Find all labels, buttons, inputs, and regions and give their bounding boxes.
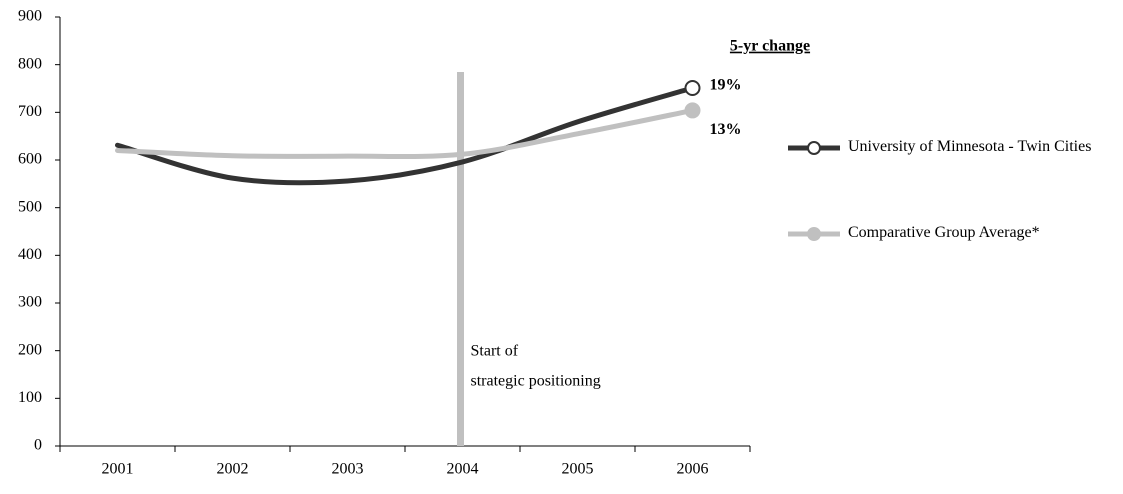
x-tick-label: 2004 [447,461,479,478]
legend-label: Comparative Group Average* [848,224,1040,241]
x-tick-label: 2005 [562,461,594,478]
y-tick-label: 900 [18,8,42,25]
change-title: 5-yr change [730,38,810,55]
y-tick-label: 200 [18,341,42,358]
change-label: 19% [710,77,742,94]
y-tick-label: 600 [18,151,42,168]
y-tick-label: 500 [18,198,42,215]
x-tick-label: 2006 [677,461,709,478]
legend-marker [807,227,821,241]
x-tick-label: 2003 [332,461,364,478]
legend-label: University of Minnesota - Twin Cities [848,138,1092,155]
end-marker [684,102,701,119]
annotation-text: strategic positioning [471,373,601,390]
x-tick-label: 2001 [102,461,134,478]
y-tick-label: 300 [18,294,42,311]
y-tick-label: 700 [18,103,42,120]
change-label: 13% [710,121,742,138]
series-line [115,107,695,160]
y-tick-label: 400 [18,246,42,263]
legend-marker [807,141,821,155]
y-tick-label: 100 [18,389,42,406]
x-tick-label: 2002 [217,461,249,478]
annotation-text: Start of [471,343,519,360]
y-tick-label: 0 [34,437,42,454]
end-marker [684,80,701,97]
y-tick-label: 800 [18,55,42,72]
series-line [115,85,695,186]
